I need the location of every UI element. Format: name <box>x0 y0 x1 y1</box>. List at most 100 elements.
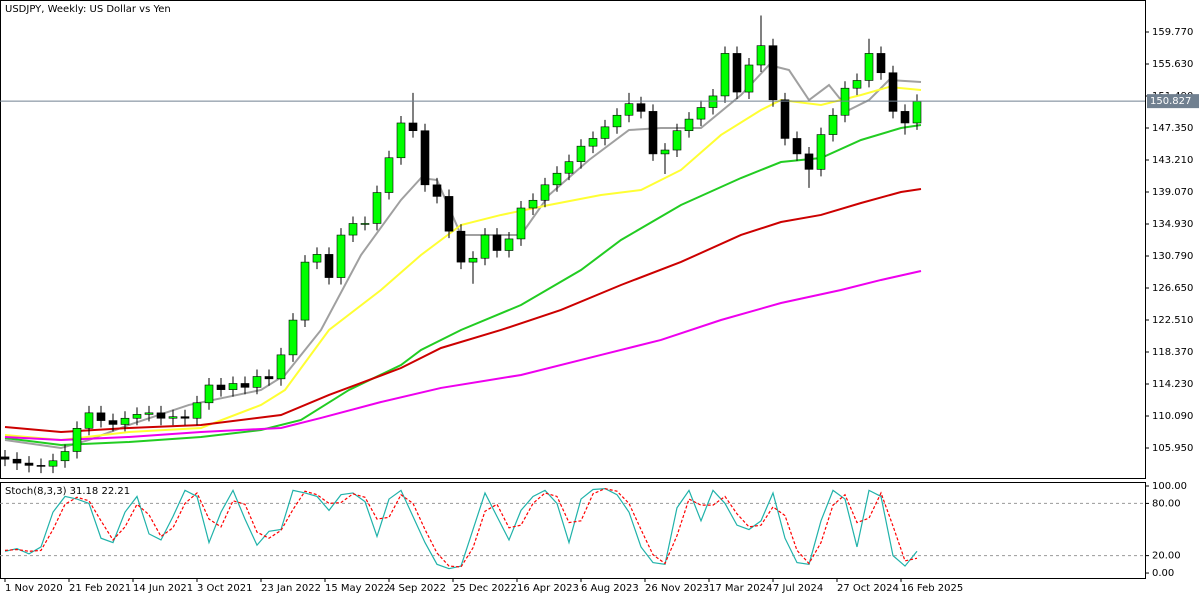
y-tick-label: 126.650 <box>1152 283 1193 294</box>
y-tick-label: 80.00 <box>1152 498 1181 509</box>
y-tick-label: 20.00 <box>1152 551 1181 562</box>
candle-body <box>336 234 346 278</box>
candle-body <box>372 192 382 224</box>
candle-body <box>84 412 94 429</box>
candle-body <box>780 99 790 139</box>
last-price-label: 150.827 <box>1150 96 1191 107</box>
candle-body <box>72 427 82 452</box>
candle-body <box>156 412 166 419</box>
candle-body <box>720 53 730 97</box>
y-tick-label: 105.950 <box>1152 443 1193 454</box>
candle-body <box>588 138 598 147</box>
candle-body <box>888 72 898 112</box>
last-price-box <box>1147 94 1199 109</box>
candle-body <box>672 130 682 151</box>
x-tick-label: 17 Mar 2024 <box>709 583 772 594</box>
candle-body <box>804 153 814 170</box>
candle-body <box>504 238 514 251</box>
candle-body <box>240 383 250 388</box>
candle-body <box>468 257 478 263</box>
candle-body <box>120 417 130 425</box>
candle-body <box>708 95 718 108</box>
candle-body <box>696 107 706 120</box>
candle-body <box>684 118 694 132</box>
candle-body <box>288 319 298 356</box>
candle-body <box>624 103 634 116</box>
y-tick-label: 100.00 <box>1152 481 1187 492</box>
candle-body <box>600 126 610 139</box>
x-tick-label: 15 May 2022 <box>325 583 390 594</box>
candle-body <box>516 207 526 240</box>
y-tick-label: 130.790 <box>1152 251 1193 262</box>
candle-body <box>108 420 118 425</box>
x-tick-label: 25 Dec 2022 <box>453 583 517 594</box>
candle-body <box>840 87 850 116</box>
candle-body <box>36 465 46 467</box>
candle-body <box>900 111 910 124</box>
x-tick-label: 7 Jul 2024 <box>773 583 823 594</box>
candle-body <box>552 172 562 186</box>
candle-body <box>96 412 106 421</box>
candle-body <box>192 402 202 419</box>
candle-body <box>0 456 10 460</box>
candle-body <box>528 199 538 209</box>
candle-body <box>540 184 550 201</box>
y-tick-label: 114.230 <box>1152 379 1193 390</box>
x-tick-label: 27 Oct 2024 <box>837 583 899 594</box>
candle-body <box>456 230 466 263</box>
y-tick-label: 139.070 <box>1152 187 1193 198</box>
x-tick-label: 26 Nov 2023 <box>645 583 709 594</box>
candle-body <box>816 134 826 170</box>
moving-average <box>4 123 922 446</box>
stoch-panel <box>0 482 1146 579</box>
candle-body <box>768 45 778 101</box>
candle-body <box>492 234 502 251</box>
candle-body <box>348 223 358 236</box>
candle-body <box>480 234 490 259</box>
y-tick-label: 122.510 <box>1152 315 1193 326</box>
candle-body <box>612 114 622 128</box>
candle-body <box>828 114 838 135</box>
candle-body <box>744 64 754 93</box>
candle-body <box>132 414 142 419</box>
candle-body <box>420 130 430 186</box>
candle-body <box>660 149 670 155</box>
x-tick-label: 21 Feb 2021 <box>69 583 131 594</box>
main-panel <box>0 0 1146 479</box>
candle-body <box>12 458 22 464</box>
candle-body <box>852 80 862 89</box>
x-tick-label: 14 Jun 2021 <box>133 583 193 594</box>
candle-body <box>324 254 334 278</box>
candle-body <box>396 122 406 159</box>
x-tick-label: 4 Sep 2022 <box>389 583 446 594</box>
y-tick-label: 159.770 <box>1152 27 1193 38</box>
moving-average <box>4 270 922 441</box>
candle-body <box>360 223 370 225</box>
x-tick-label: 3 Oct 2021 <box>197 583 252 594</box>
candle-body <box>300 261 310 321</box>
x-tick-label: 1 Nov 2020 <box>5 583 63 594</box>
candle-body <box>252 376 262 388</box>
y-tick-label: 110.090 <box>1152 411 1193 422</box>
candle-body <box>180 416 190 419</box>
candle-body <box>864 53 874 81</box>
candle-body <box>144 412 154 415</box>
y-tick-label: 0.00 <box>1152 568 1174 579</box>
y-tick-label: 147.350 <box>1152 123 1193 134</box>
candle-body <box>648 111 658 155</box>
candle-body <box>60 451 70 462</box>
y-tick-label: 155.630 <box>1152 59 1193 70</box>
candle-body <box>432 184 442 197</box>
candle-body <box>912 101 922 124</box>
candle-body <box>276 354 286 380</box>
candle-body <box>24 462 34 466</box>
candle-body <box>48 460 58 467</box>
indicator-title: Stoch(8,3,3) 31.18 22.21 <box>5 486 130 497</box>
candle-body <box>636 103 646 112</box>
candle-body <box>168 416 178 419</box>
candle-body <box>312 254 322 263</box>
candle-body <box>576 145 586 162</box>
candle-body <box>264 376 274 380</box>
